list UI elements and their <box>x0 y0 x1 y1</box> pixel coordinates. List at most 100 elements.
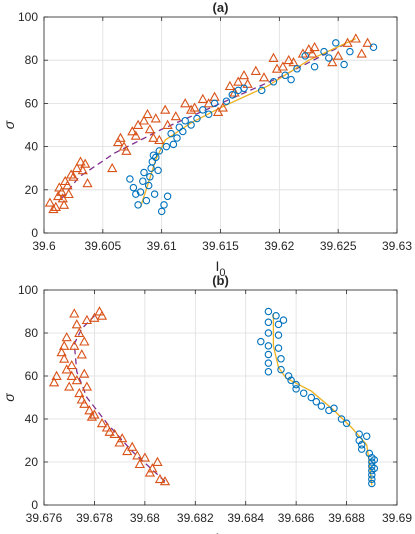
data-point-triangle <box>144 123 156 134</box>
data-point-triangle <box>189 102 200 112</box>
data-point-circle <box>346 47 354 56</box>
data-point-circle <box>272 312 280 320</box>
data-point-triangle <box>50 201 61 211</box>
data-point-triangle <box>48 203 59 214</box>
data-point-circle <box>337 415 346 423</box>
y-tick-label: 20 <box>25 455 39 469</box>
data-point-triangle <box>258 72 270 82</box>
data-point-triangle <box>96 417 108 428</box>
data-point-circle <box>368 458 376 466</box>
y-tick-label: 40 <box>25 140 39 154</box>
data-point-triangle <box>132 119 144 129</box>
data-point-circle <box>320 47 328 56</box>
series-circle-markers <box>126 39 378 216</box>
data-point-triangle <box>144 467 156 477</box>
data-point-triangle <box>150 113 161 123</box>
y-tick-label: 80 <box>25 326 39 340</box>
data-point-circle <box>340 60 348 69</box>
data-point-triangle <box>56 347 67 357</box>
data-point-triangle <box>309 41 320 52</box>
data-point-circle <box>132 190 140 198</box>
data-point-circle <box>134 201 142 209</box>
data-point-triangle <box>71 162 83 173</box>
x-tick-label: 39.605 <box>84 239 121 253</box>
data-point-triangle <box>81 381 93 391</box>
data-point-circle <box>155 147 164 155</box>
x-tick-label: 39.688 <box>328 511 365 525</box>
axes-box <box>43 289 398 506</box>
data-point-circle <box>368 479 376 488</box>
data-point-triangle <box>59 340 70 350</box>
data-point-circle <box>277 355 285 363</box>
data-point-circle <box>287 75 295 84</box>
data-point-triangle <box>58 199 70 209</box>
x-tick-label: 39.6 <box>32 239 56 253</box>
data-point-triangle <box>89 409 100 419</box>
x-tick-label: 39.686 <box>278 511 315 525</box>
data-point-circle <box>157 207 166 216</box>
data-point-circle <box>368 475 376 483</box>
x-tick-label: 39.69 <box>382 511 412 525</box>
data-point-triangle <box>288 57 299 67</box>
data-point-circle <box>264 367 273 376</box>
data-point-triangle <box>238 69 250 80</box>
x-axis-label: I0 <box>215 258 225 279</box>
data-point-triangle <box>101 422 113 432</box>
data-point-triangle <box>224 80 236 91</box>
y-axis-label: σ <box>1 393 17 402</box>
data-point-triangle <box>66 359 77 370</box>
data-point-triangle <box>117 433 128 443</box>
data-point-triangle <box>127 126 138 136</box>
data-point-circle <box>264 350 273 359</box>
data-point-circle <box>368 453 376 462</box>
data-point-triangle <box>44 197 56 207</box>
data-point-circle <box>187 121 195 129</box>
data-point-circle <box>365 449 374 458</box>
data-point-triangle <box>162 119 173 129</box>
data-point-triangle <box>160 104 171 114</box>
data-point-circle <box>173 134 181 142</box>
data-point-circle <box>369 43 378 51</box>
data-point-triangle <box>233 76 244 86</box>
data-point-triangle <box>122 445 133 456</box>
y-tick-label: 60 <box>25 96 39 110</box>
data-point-triangle <box>77 165 88 175</box>
data-point-circle <box>279 316 288 324</box>
data-point-circle <box>312 398 321 406</box>
data-point-triangle <box>76 394 87 404</box>
series-triangle-markers <box>48 306 171 486</box>
data-point-circle <box>370 464 379 473</box>
data-point-triangle <box>268 52 279 62</box>
data-point-triangle <box>121 145 132 155</box>
data-point-circle <box>264 359 273 367</box>
panel-title: (a) <box>213 0 229 15</box>
data-point-triangle <box>197 93 208 103</box>
data-point-triangle <box>84 405 95 415</box>
data-point-circle <box>162 142 171 151</box>
data-point-triangle <box>132 450 143 460</box>
data-point-triangle <box>79 336 90 346</box>
data-point-circle <box>126 175 134 183</box>
data-point-circle <box>357 441 366 449</box>
x-tick-label: 39.63 <box>382 239 412 253</box>
y-tick-label: 100 <box>18 283 38 297</box>
data-point-triangle <box>350 33 361 43</box>
data-point-triangle <box>333 50 344 60</box>
x-tick-label: 39.62 <box>264 239 294 253</box>
y-tick-label: 20 <box>25 183 39 197</box>
data-point-circle <box>274 320 283 329</box>
data-point-circle <box>299 389 308 397</box>
data-point-circle <box>129 183 138 192</box>
y-tick-label: 100 <box>18 10 38 24</box>
data-point-triangle <box>180 98 191 108</box>
x-tick-label: 39.684 <box>227 511 264 525</box>
data-point-triangle <box>71 374 82 385</box>
data-point-triangle <box>69 308 80 318</box>
x-tick-label: 39.676 <box>26 511 63 525</box>
data-point-circle <box>204 110 213 118</box>
data-point-circle <box>310 62 319 71</box>
data-point-circle <box>240 84 248 93</box>
data-point-triangle <box>71 319 82 329</box>
data-point-triangle <box>115 132 126 142</box>
